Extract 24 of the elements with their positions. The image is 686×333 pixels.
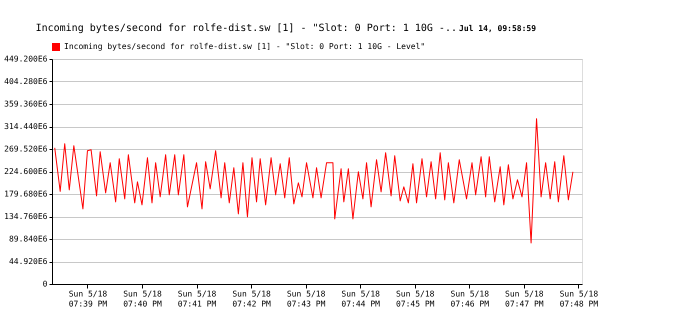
x-tick-label: Sun 5/18 07:43 PM [286, 290, 326, 308]
y-tick-label: 224.600E6 [4, 167, 48, 176]
x-tick-label: Sun 5/18 07:47 PM [505, 290, 544, 308]
y-tick-label: 89.840E6 [8, 234, 48, 244]
legend-label: Incoming bytes/second for rolfe-dist.sw [1] - "Slot: 0 Port: 1 10G - Level" [64, 42, 426, 51]
x-tick-label: Sun 5/18 07:39 PM [68, 290, 108, 308]
y-tick-label: 269.520E6 [4, 144, 48, 154]
x-tick-label: Sun 5/18 07:40 PM [123, 290, 162, 308]
y-tick-label: 314.440E6 [4, 122, 48, 131]
y-tick-label: 449.200E6 [4, 54, 48, 64]
chart-title: Incoming bytes/second for rolfe-dist.sw [1] - "Slot: 0 Port: 1 10G -.. [36, 23, 457, 34]
text: Jul 14, 09:58:59 [459, 24, 536, 33]
x-tick-label: Sun 5/18 07:42 PM [232, 290, 272, 308]
y-tick-label: 359.360E6 [4, 100, 48, 108]
y-tick-label: 179.680E6 [4, 190, 48, 198]
y-tick-label: 44.920E6 [8, 257, 48, 266]
x-tick-label: Sun 5/18 07:45 PM [396, 290, 435, 308]
x-tick-label: Sun 5/18 07:46 PM [450, 290, 490, 308]
x-tick-label: Sun 5/18 07:41 PM [178, 290, 216, 308]
y-tick-label: 0 [42, 280, 48, 288]
y-tick-label: 404.280E6 [4, 77, 48, 86]
x-tick-label: Sun 5/18 07:48 PM [560, 290, 598, 308]
x-tick-label: Sun 5/18 07:44 PM [341, 290, 380, 308]
y-tick-label: 134.760E6 [4, 212, 48, 221]
